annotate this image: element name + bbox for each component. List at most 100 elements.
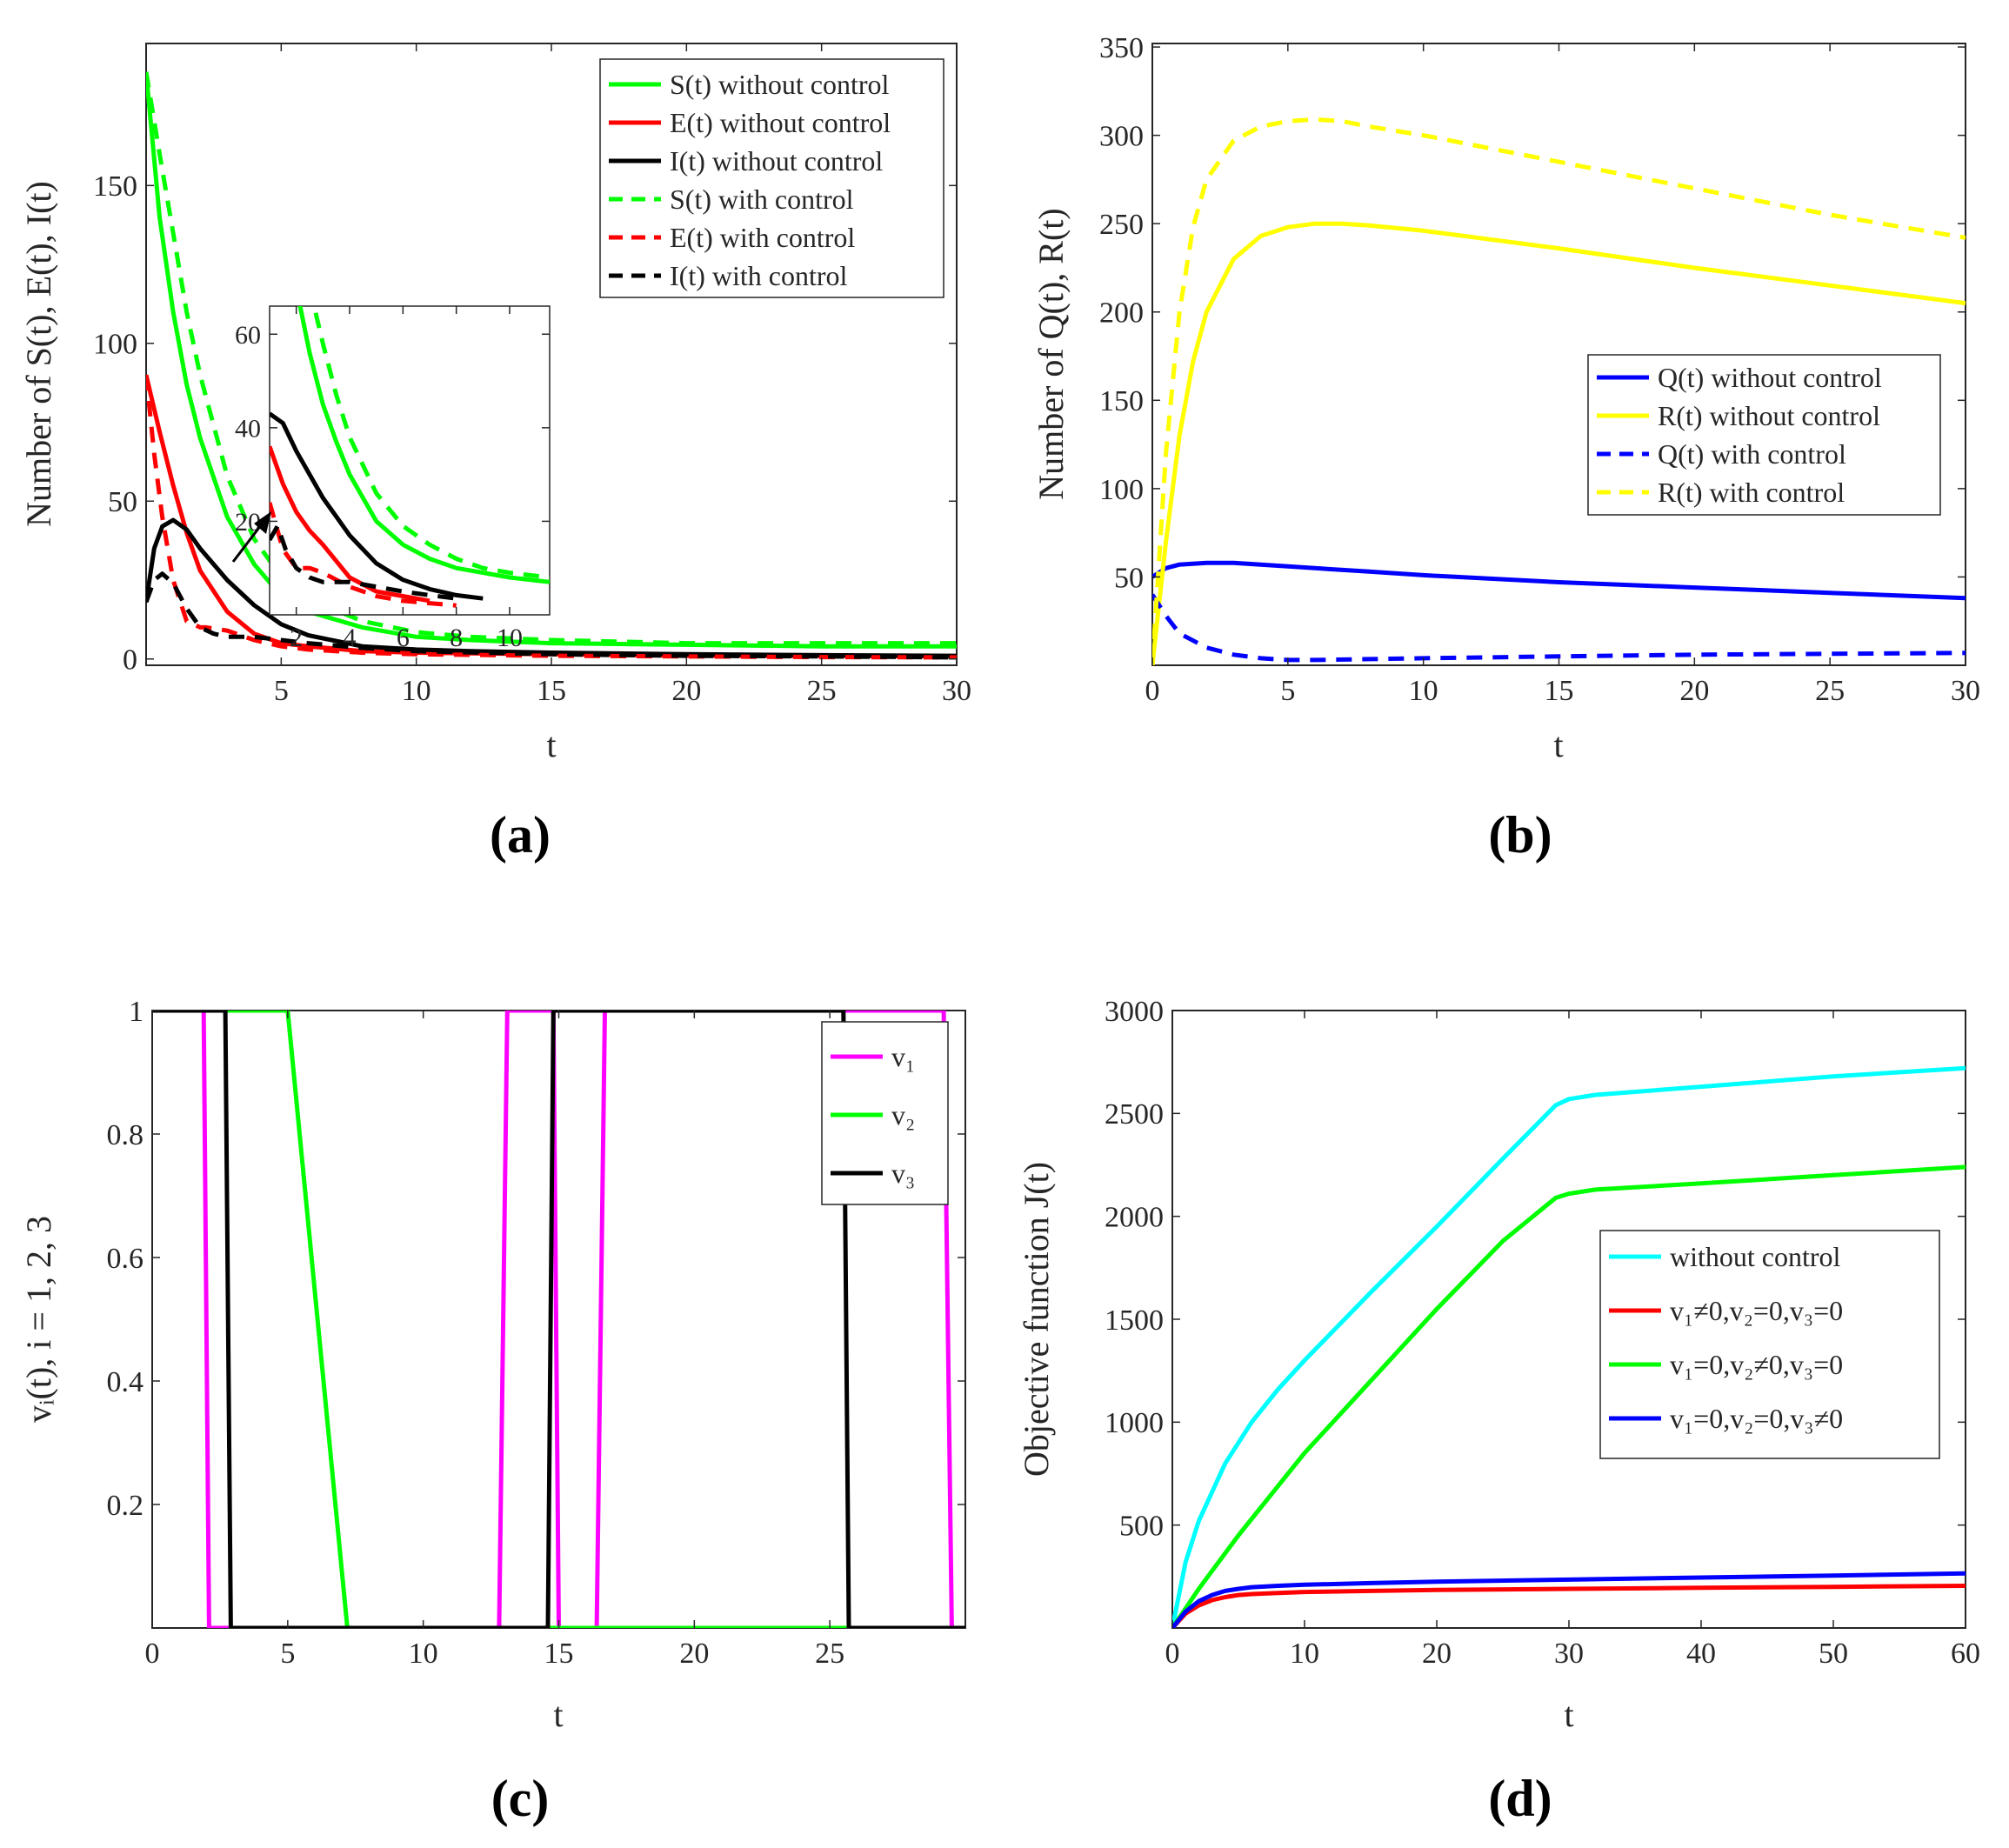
panel-d-xtick-label: 20 <box>1422 1638 1452 1670</box>
panel-a-ytick-label: 150 <box>93 170 137 203</box>
panel-a-inset-xtick-label: 10 <box>497 624 523 652</box>
legend-label-i-without: I(t) without control <box>670 145 883 177</box>
panel-b-label: (b) <box>1488 806 1552 864</box>
panel-a-inset-xtick-label: 4 <box>344 624 357 652</box>
panel-a-ylabel: Number of S(t), E(t), I(t) <box>19 181 58 527</box>
panel-a-xtick-label: 5 <box>274 675 289 707</box>
panel-c-xtick-label: 5 <box>280 1638 295 1670</box>
panel-b-xtick-label: 5 <box>1280 675 1295 707</box>
panel-a-series-5-line <box>146 571 957 660</box>
panel-a-ytick-label: 50 <box>108 486 137 518</box>
legend-label-q-with: Q(t) with control <box>1658 438 1846 470</box>
panel-c-xtick-label: 10 <box>409 1638 438 1670</box>
panel-c-ytick-label: 0.6 <box>107 1243 144 1275</box>
panel-a-inset-plot-area <box>269 305 551 616</box>
panel-d-ytick-label: 500 <box>1119 1511 1164 1543</box>
panel-b-xtick-label: 20 <box>1679 675 1709 707</box>
panel-c-ytick-label: 0.8 <box>107 1119 144 1151</box>
legend-label-r-with: R(t) with control <box>1658 477 1845 508</box>
panel-c-legend: v₁ v₂ v₃ <box>821 1021 949 1205</box>
legend-label-v1-control: v₁≠0,v₂=0,v₃=0 <box>1670 1295 1843 1326</box>
legend-label-v2: v₂ <box>891 1099 915 1131</box>
panel-b-legend-box <box>1587 354 1941 516</box>
panel-b-series-2-line <box>1152 593 1966 663</box>
panel-d-series-layer <box>1172 1065 1966 1628</box>
panel-b-xtick-label: 30 <box>1951 675 1980 707</box>
panel-c-series-2-line <box>152 1011 965 1628</box>
panel-a-inset-series-1-line <box>311 306 550 580</box>
panel-a-legend-box <box>599 58 944 298</box>
panel-d-xlabel: t <box>1564 1695 1573 1734</box>
panel-a-inset-series-2-line <box>270 411 484 601</box>
panel-d-xtick-label: 40 <box>1686 1638 1716 1670</box>
panel-a-inset-series-0-line <box>297 306 550 584</box>
panel-b-ytick-label: 300 <box>1099 121 1144 153</box>
panel-d-ytick-label: 3000 <box>1105 996 1164 1028</box>
panel-c-xtick-label: 0 <box>145 1638 160 1670</box>
panel-d-series-3-line <box>1172 1571 1966 1628</box>
panel-b-xlabel: t <box>1553 725 1563 764</box>
panel-a: 5 10 15 20 25 30 0 50 100 150 t Number of S(t), E… <box>19 43 971 864</box>
panel-a-inset-ytick-label: 40 <box>235 414 261 443</box>
panel-d-legend: without control v₁≠0,v₂=0,v₃=0 v₁=0,v₂≠0… <box>1599 1230 1940 1459</box>
panel-a-ytick-label: 100 <box>93 329 137 361</box>
panel-c: 0 5 10 15 20 25 0.2 0.4 0.6 0.8 1 t vᵢ(t), i = 1, … <box>19 996 966 1827</box>
panel-d-label: (d) <box>1488 1770 1552 1827</box>
panel-b-ticks-layer: 0 5 10 15 20 25 30 50 100 150 200 250 300 350 <box>1099 32 1980 707</box>
panel-c-xtick-label: 15 <box>544 1638 574 1670</box>
panel-c-ticks-layer: 0 5 10 15 20 25 0.2 0.4 0.6 0.8 1 <box>107 996 965 1670</box>
panel-b-series-layer <box>1152 117 1966 665</box>
panel-d-ytick-label: 2500 <box>1105 1098 1164 1131</box>
panel-d-series-0-line <box>1172 1065 1966 1628</box>
panel-b-series-1-line <box>1152 221 1966 665</box>
panel-b-legend: Q(t) without control R(t) without contro… <box>1587 354 1941 516</box>
panel-a-label: (a) <box>490 806 551 864</box>
panel-d-ylabel: Objective function J(t) <box>1017 1162 1056 1477</box>
panel-a-inset-series-3-line <box>270 445 430 604</box>
panel-d-series-1-line <box>1172 1584 1966 1628</box>
panel-a-inset-series-5-line <box>270 524 457 601</box>
panel-a-xtick-label: 30 <box>942 675 971 707</box>
panel-c-ytick-label: 0.4 <box>107 1366 144 1398</box>
panel-c-xlabel: t <box>553 1695 563 1734</box>
panel-b: 0 5 10 15 20 25 30 50 100 150 200 250 300 350 t Numbe… <box>1031 32 1980 864</box>
panel-c-label: (c) <box>491 1770 550 1827</box>
panel-a-inset-xtick-label: 6 <box>397 624 410 652</box>
legend-label-e-without: E(t) without control <box>670 107 891 138</box>
panel-a-ytick-label: 0 <box>123 644 137 677</box>
panel-a-zoom-arrow <box>231 511 271 563</box>
panel-a-ticks-layer: 5 10 15 20 25 30 0 50 100 150 <box>93 43 971 707</box>
panel-d-ytick-label: 2000 <box>1105 1202 1164 1234</box>
zoom-arrow-shaft <box>231 524 263 563</box>
panel-c-xtick-label: 25 <box>815 1638 844 1670</box>
panel-a-legend: S(t) without control E(t) without contro… <box>599 58 944 298</box>
panel-c-ylabel: vᵢ(t), i = 1, 2, 3 <box>19 1216 58 1423</box>
panel-d-ytick-label: 1500 <box>1105 1304 1164 1337</box>
panel-b-series-0-line <box>1152 560 1966 601</box>
panel-d: 0 10 20 30 40 50 60 500 1000 1500 2000 2500 3000 t O… <box>1017 996 1980 1827</box>
panel-d-xtick-label: 10 <box>1290 1638 1319 1670</box>
panel-b-ytick-label: 100 <box>1099 474 1144 506</box>
legend-label-v3-control: v₁=0,v₂=0,v₃≠0 <box>1670 1403 1843 1434</box>
panel-d-ytick-label: 1000 <box>1105 1407 1164 1439</box>
panel-b-ytick-label: 150 <box>1099 385 1144 417</box>
panel-b-xtick-label: 25 <box>1815 675 1845 707</box>
panel-d-xtick-label: 60 <box>1951 1638 1980 1670</box>
panel-c-xtick-label: 20 <box>679 1638 709 1670</box>
panel-b-ytick-label: 350 <box>1099 32 1144 64</box>
legend-label-without-control: without control <box>1670 1241 1841 1272</box>
legend-label-s-with: S(t) with control <box>670 183 854 215</box>
panel-b-xtick-label: 0 <box>1145 675 1160 707</box>
panel-b-ytick-label: 250 <box>1099 209 1144 241</box>
panel-d-xtick-label: 50 <box>1819 1638 1848 1670</box>
panel-c-ytick-label: 0.2 <box>107 1490 144 1522</box>
panel-d-series-2-line <box>1172 1164 1966 1628</box>
panel-a-inset-xtick-label: 8 <box>450 624 463 652</box>
legend-label-e-with: E(t) with control <box>670 222 855 253</box>
legend-label-i-with: I(t) with control <box>670 260 848 291</box>
legend-label-v1: v₁ <box>891 1041 915 1072</box>
legend-label-v3: v₃ <box>891 1158 915 1189</box>
panel-b-ylabel: Number of Q(t), R(t) <box>1031 208 1071 499</box>
